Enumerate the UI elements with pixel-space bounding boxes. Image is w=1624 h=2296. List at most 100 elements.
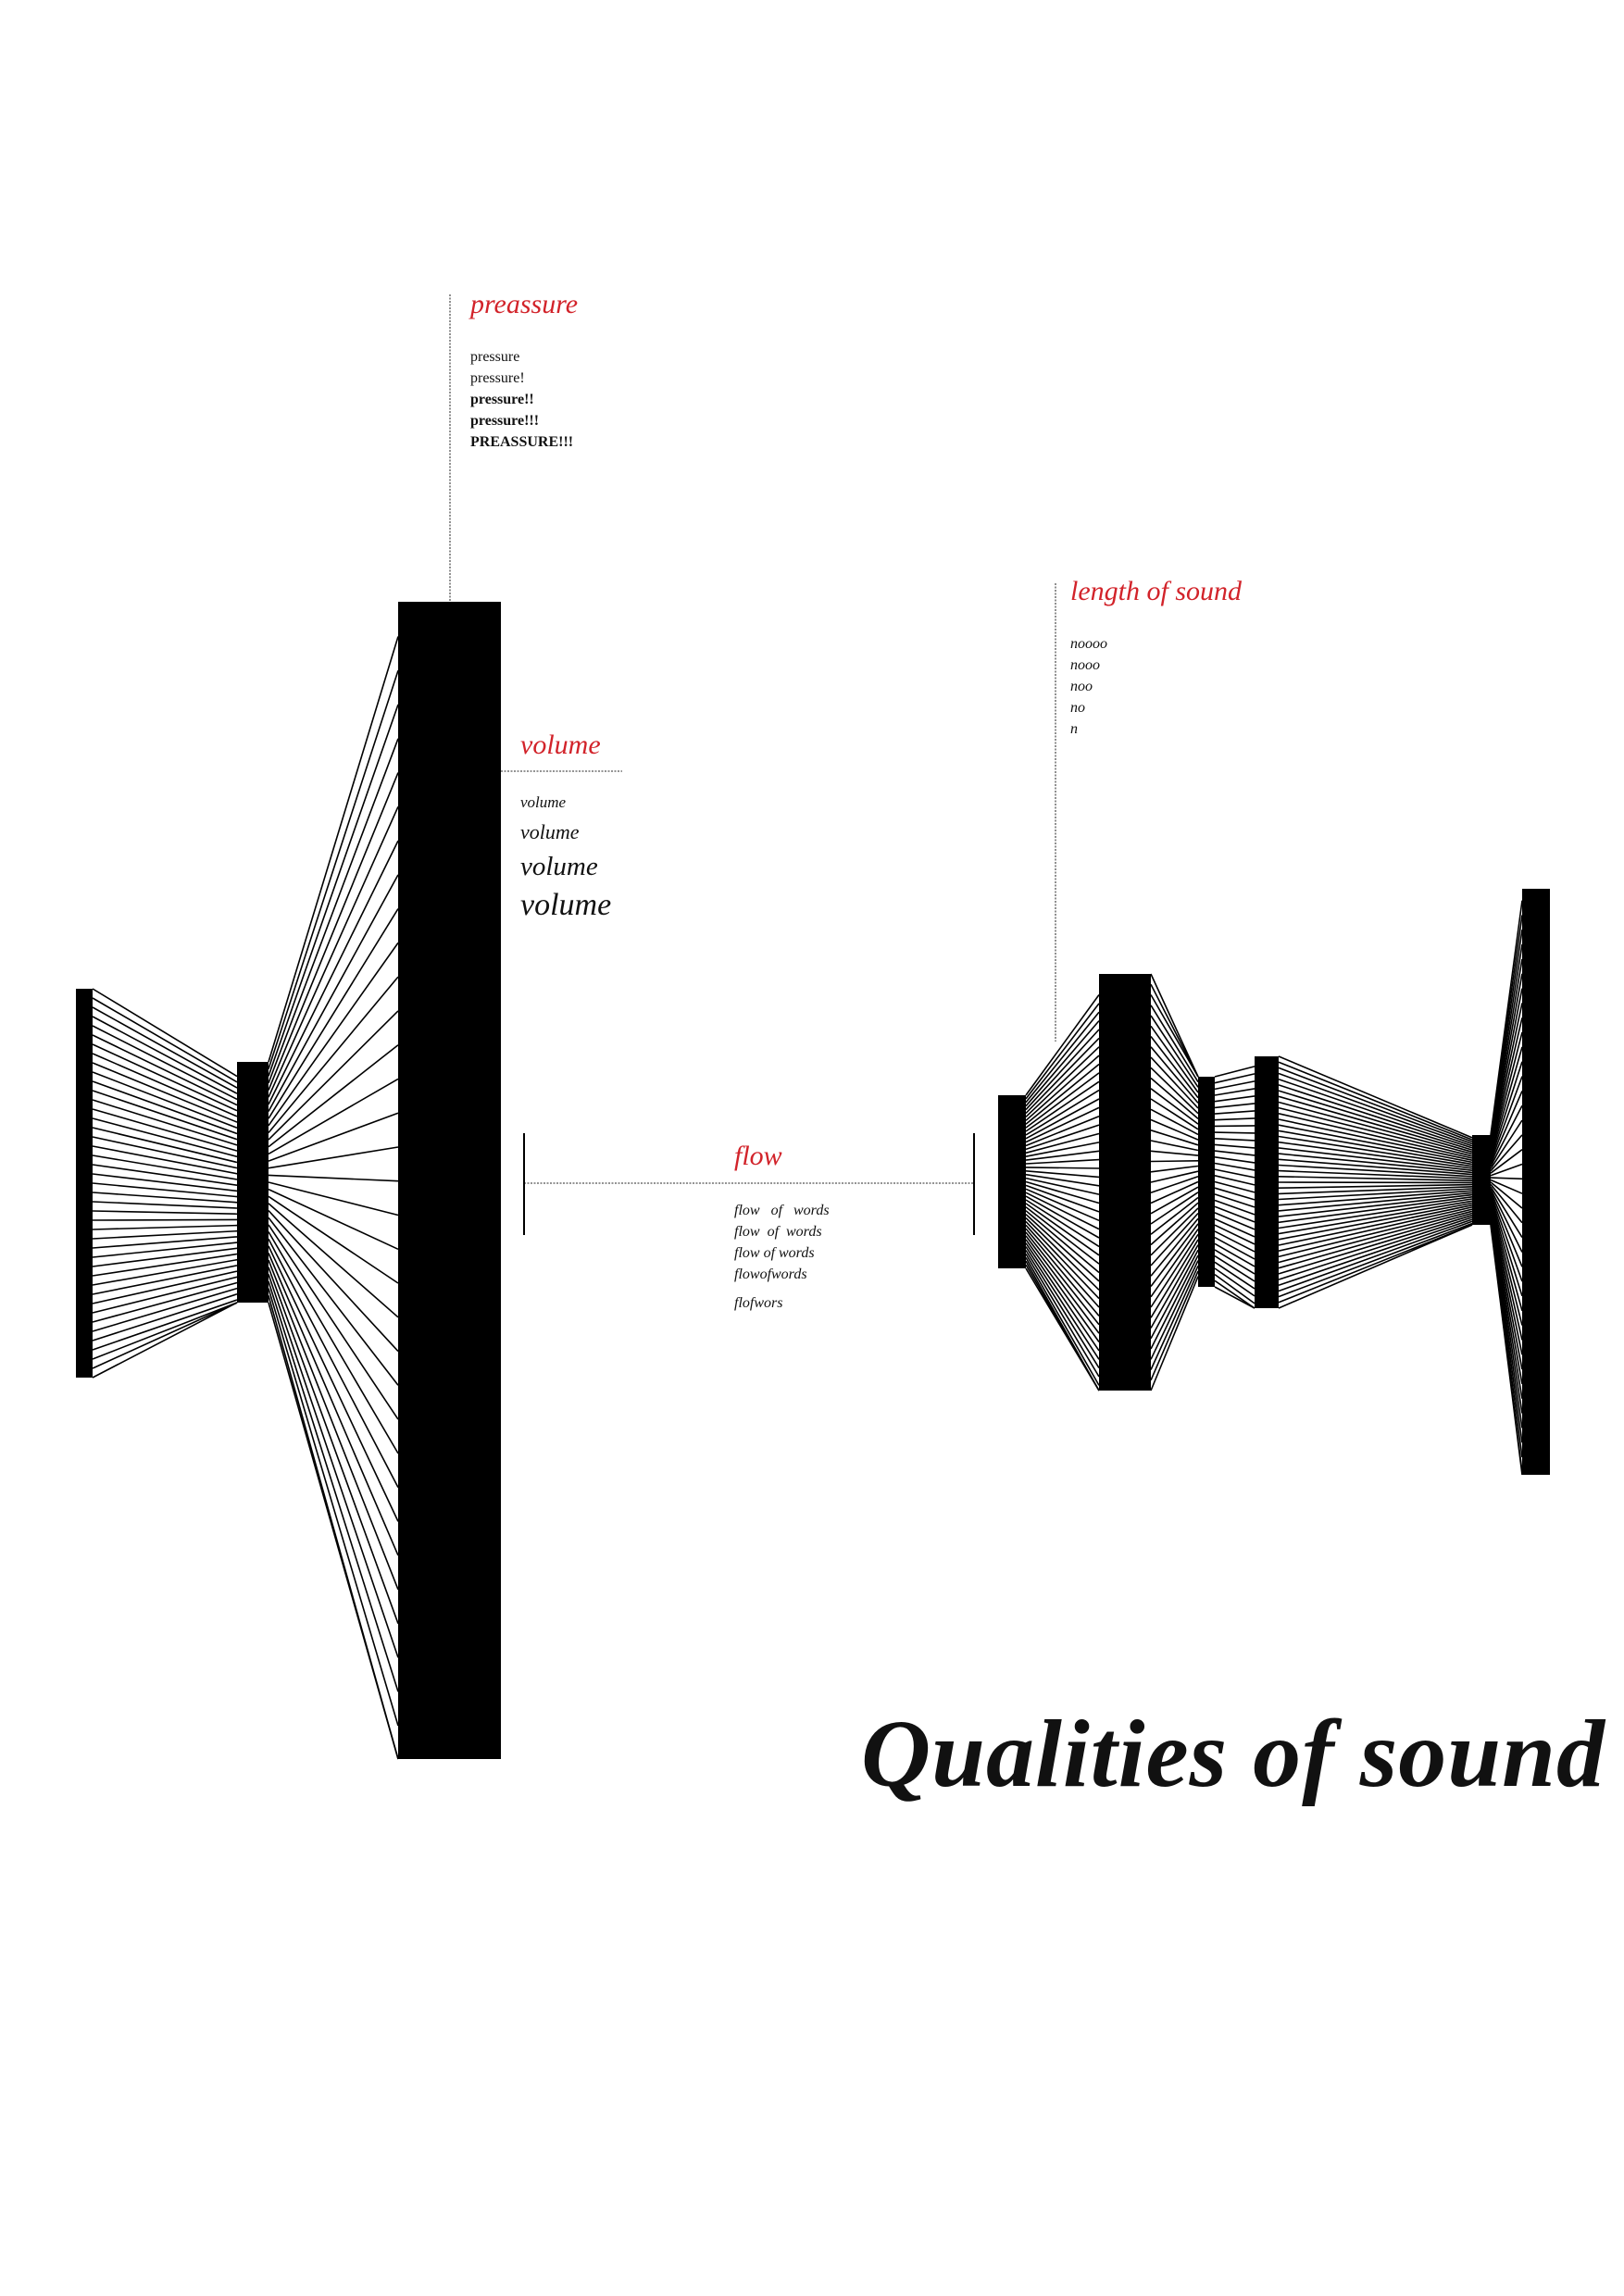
hatch-line [1150, 1276, 1199, 1391]
length-line-3: noo [1070, 679, 1093, 694]
hatch-line [1025, 1235, 1100, 1334]
hatch-line [1150, 1046, 1199, 1104]
hatch-line [1214, 1236, 1255, 1260]
hatch-line [1150, 1150, 1199, 1156]
hatch-line [1025, 1098, 1100, 1140]
hatch-line [1490, 1031, 1523, 1155]
hatch-line [92, 1173, 238, 1192]
hatch-line [1025, 1063, 1100, 1125]
hatch-line [1025, 1195, 1100, 1239]
hatch-line [1214, 1254, 1255, 1282]
hatch-line [268, 976, 399, 1134]
hatch-line [1150, 1217, 1199, 1277]
hatch-line [1490, 1119, 1523, 1169]
hatch-line [1278, 1124, 1473, 1164]
hatch-line [92, 1154, 238, 1180]
hatch-line [1214, 1273, 1255, 1304]
hatch-line [1214, 1088, 1255, 1096]
pressure-line-1: pressure [470, 349, 520, 365]
hatch-line [92, 1201, 238, 1209]
hatch-line [1025, 1217, 1100, 1291]
hatch-line [1214, 1095, 1255, 1103]
length-label: length of sound [1070, 576, 1242, 606]
hatch-line [1278, 1222, 1473, 1298]
hatch-line [1150, 1249, 1199, 1340]
hatch-line [1214, 1242, 1255, 1267]
hatch-line [1025, 1180, 1100, 1204]
length-line-4: no [1070, 700, 1085, 716]
hatch-line [1025, 1177, 1100, 1195]
hatch-line [1025, 1020, 1100, 1107]
hatch-line [268, 670, 399, 1069]
hatch-line [1025, 1116, 1100, 1147]
hatch-line [1490, 1195, 1523, 1297]
hatch-line [1278, 1210, 1473, 1264]
hatch-line [92, 1090, 238, 1141]
hatch-line [1025, 1173, 1100, 1187]
hatch-line [1214, 1212, 1255, 1230]
hatch-line [268, 772, 399, 1091]
hatch-line [268, 1210, 399, 1353]
hatch-line [268, 1146, 399, 1169]
hatch-line [1490, 958, 1523, 1144]
volume-line-3: volume [520, 852, 598, 881]
hatch-line [1278, 1129, 1473, 1166]
hatch-line [1025, 1206, 1100, 1265]
hatch-line [1490, 1046, 1523, 1158]
hatch-line [1278, 1095, 1473, 1154]
hatch-line [1214, 1143, 1255, 1149]
hatch-line [1278, 1067, 1473, 1143]
hatch-line [1278, 1188, 1473, 1201]
length-line-1: noooo [1070, 636, 1107, 652]
length-line-2: nooo [1070, 657, 1100, 673]
hatch-line [1278, 1090, 1473, 1151]
hatch-line [1214, 1249, 1255, 1275]
hatch-line [1214, 1205, 1255, 1223]
hatch-line [1278, 1164, 1473, 1178]
hatch-line [1025, 1239, 1100, 1342]
hatch-line [268, 1217, 399, 1386]
hatch-line [1150, 1056, 1199, 1109]
hatch-line [1025, 1184, 1100, 1213]
volume-line-2: volume [520, 820, 580, 843]
hatch-line [1025, 1072, 1100, 1129]
hatch-line [1214, 1261, 1255, 1290]
hatch-line [268, 1302, 399, 1760]
hatch-line [92, 1136, 238, 1169]
hatch-line [1025, 1253, 1100, 1378]
hatch-line [1278, 1061, 1473, 1141]
hatch-line [1490, 1091, 1523, 1165]
hatch-line [1150, 1176, 1199, 1194]
hatch-line [1214, 1162, 1255, 1171]
sound-bar [1099, 974, 1151, 1391]
flow-line-2: flow of words [734, 1224, 822, 1240]
hatch-line [1150, 1229, 1199, 1298]
hatch-line [1214, 1150, 1255, 1156]
hatch-line [92, 1025, 238, 1101]
hatch-line [92, 1182, 238, 1198]
sound-bar [237, 1062, 269, 1303]
hatch-line [1025, 1037, 1100, 1115]
hatch-line [1490, 1186, 1523, 1239]
hatch-line [92, 1281, 238, 1323]
hatch-line [1150, 1108, 1199, 1136]
hatch-line [1214, 1125, 1255, 1128]
sound-bar [76, 989, 93, 1378]
hatch-line [1490, 1181, 1523, 1209]
hatch-line [1150, 1207, 1199, 1256]
hatch-line [1490, 988, 1523, 1149]
hatch-line [92, 1192, 238, 1204]
volume-line-1: volume [520, 793, 567, 811]
hatch-line [268, 1231, 399, 1454]
hatch-line [1214, 1193, 1255, 1208]
hatch-line [92, 1236, 238, 1249]
hatch-line [1278, 1153, 1473, 1174]
hatch-line [1490, 973, 1523, 1147]
hatch-line [92, 1302, 238, 1379]
hatch-line [92, 1099, 238, 1146]
hatch-line [1150, 983, 1199, 1078]
hatch-line [1214, 1131, 1255, 1134]
hatch-line [1150, 1118, 1199, 1141]
volume-label: volume [520, 730, 601, 760]
hatch-line [92, 1287, 238, 1332]
